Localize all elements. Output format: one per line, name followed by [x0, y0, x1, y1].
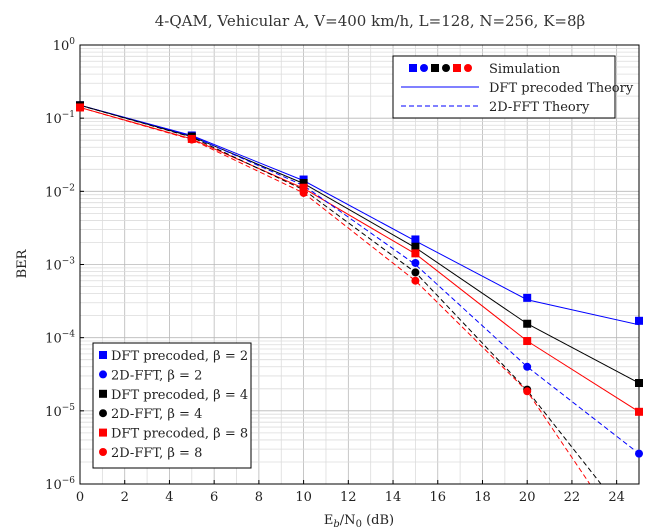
data-point-square — [299, 183, 308, 192]
axis-ticks: 0 2 4 6 8 10 12 14 16 18 20 22 2410−610−510−410−310−… — [45, 37, 625, 505]
legend-top: Simulation DFT precoded Theory 2D-FFT Theo… — [392, 55, 634, 119]
x-tick-label: 22 — [564, 490, 581, 505]
data-point-square — [523, 293, 532, 302]
x-tick-label: 18 — [474, 490, 491, 505]
series-layer — [80, 104, 639, 484]
legend-marker-circle — [420, 64, 428, 72]
y-tick-label: 10−4 — [45, 330, 75, 347]
data-point-square — [523, 319, 532, 328]
legend-marker-square — [409, 64, 417, 72]
x-axis-label: Eb/N0 (dB) — [324, 513, 394, 530]
legend-marker-circle — [99, 448, 107, 456]
data-point-square — [635, 379, 643, 388]
legend-entry-2dfft-theory: 2D-FFT Theory — [489, 100, 590, 115]
grid — [79, 45, 640, 485]
legend-entry: DFT precoded, β = 4 — [111, 388, 248, 403]
x-tick-label: 24 — [608, 490, 625, 505]
legend-bottom-box — [92, 342, 252, 469]
x-tick-label: 6 — [210, 490, 218, 505]
theory-curve — [80, 104, 639, 455]
legend-marker-square — [431, 64, 439, 72]
data-point-square — [523, 337, 532, 346]
x-tick-label: 2 — [121, 490, 129, 505]
data-point-circle — [523, 362, 532, 371]
legend-entry: DFT precoded, β = 8 — [111, 427, 248, 442]
chart-title: 4-QAM, Vehicular A, V=400 km/h, L=128, N… — [155, 12, 585, 30]
legend-marker-square — [453, 64, 461, 72]
legend-bottom: DFT precoded, β = 2 2D-FFT, β = 2 DFT prec… — [92, 342, 252, 469]
x-tick-label: 10 — [295, 490, 312, 505]
data-point-circle — [299, 188, 308, 197]
y-tick-label: 10−5 — [45, 403, 75, 420]
legend-entry: 2D-FFT, β = 2 — [111, 368, 202, 383]
x-tick-label: 12 — [340, 490, 357, 505]
legend-marker-square — [99, 389, 107, 398]
x-tick-label: 0 — [76, 490, 84, 505]
legend-marker-square — [99, 428, 107, 437]
legend-entry: 2D-FFT, β = 4 — [111, 407, 202, 422]
legend-entry: DFT precoded, β = 2 — [111, 349, 248, 364]
legend-marker-circle — [464, 64, 472, 72]
data-point-square — [411, 249, 420, 258]
y-tick-label: 100 — [53, 37, 76, 54]
x-tick-label: 4 — [165, 490, 173, 505]
y-axis-label: BER — [15, 248, 30, 278]
simulation-markers — [76, 101, 643, 458]
data-point-circle — [635, 449, 643, 458]
data-point-circle — [523, 387, 532, 396]
data-point-square — [411, 235, 420, 244]
legend-marker-circle — [99, 370, 107, 379]
theory-curve — [80, 106, 591, 484]
data-point-square — [635, 407, 643, 416]
data-point-circle — [187, 135, 196, 144]
data-point-square — [635, 316, 643, 325]
data-point-circle — [76, 103, 84, 112]
legend-marker-circle — [442, 64, 450, 72]
legend-entry: 2D-FFT, β = 8 — [111, 446, 202, 461]
theory-curve — [80, 104, 602, 484]
legend-entry-dft-theory: DFT precoded Theory — [489, 81, 634, 96]
data-point-circle — [411, 268, 420, 277]
data-point-square — [299, 178, 308, 187]
y-tick-label: 10−2 — [45, 183, 75, 200]
legend-marker-square — [99, 351, 107, 359]
x-tick-label: 16 — [429, 490, 446, 505]
data-point-circle — [411, 276, 420, 285]
y-tick-label: 10−1 — [45, 110, 75, 127]
plot-frame — [79, 44, 640, 485]
y-tick-label: 10−3 — [45, 257, 75, 274]
x-tick-label: 14 — [385, 490, 402, 505]
x-tick-label: 8 — [255, 490, 263, 505]
y-tick-label: 10−6 — [45, 476, 75, 493]
data-point-square — [411, 242, 420, 251]
x-tick-label: 20 — [519, 490, 536, 505]
data-point-circle — [411, 258, 420, 267]
legend-entry-simulation: Simulation — [489, 62, 561, 77]
legend-marker-circle — [99, 409, 107, 418]
